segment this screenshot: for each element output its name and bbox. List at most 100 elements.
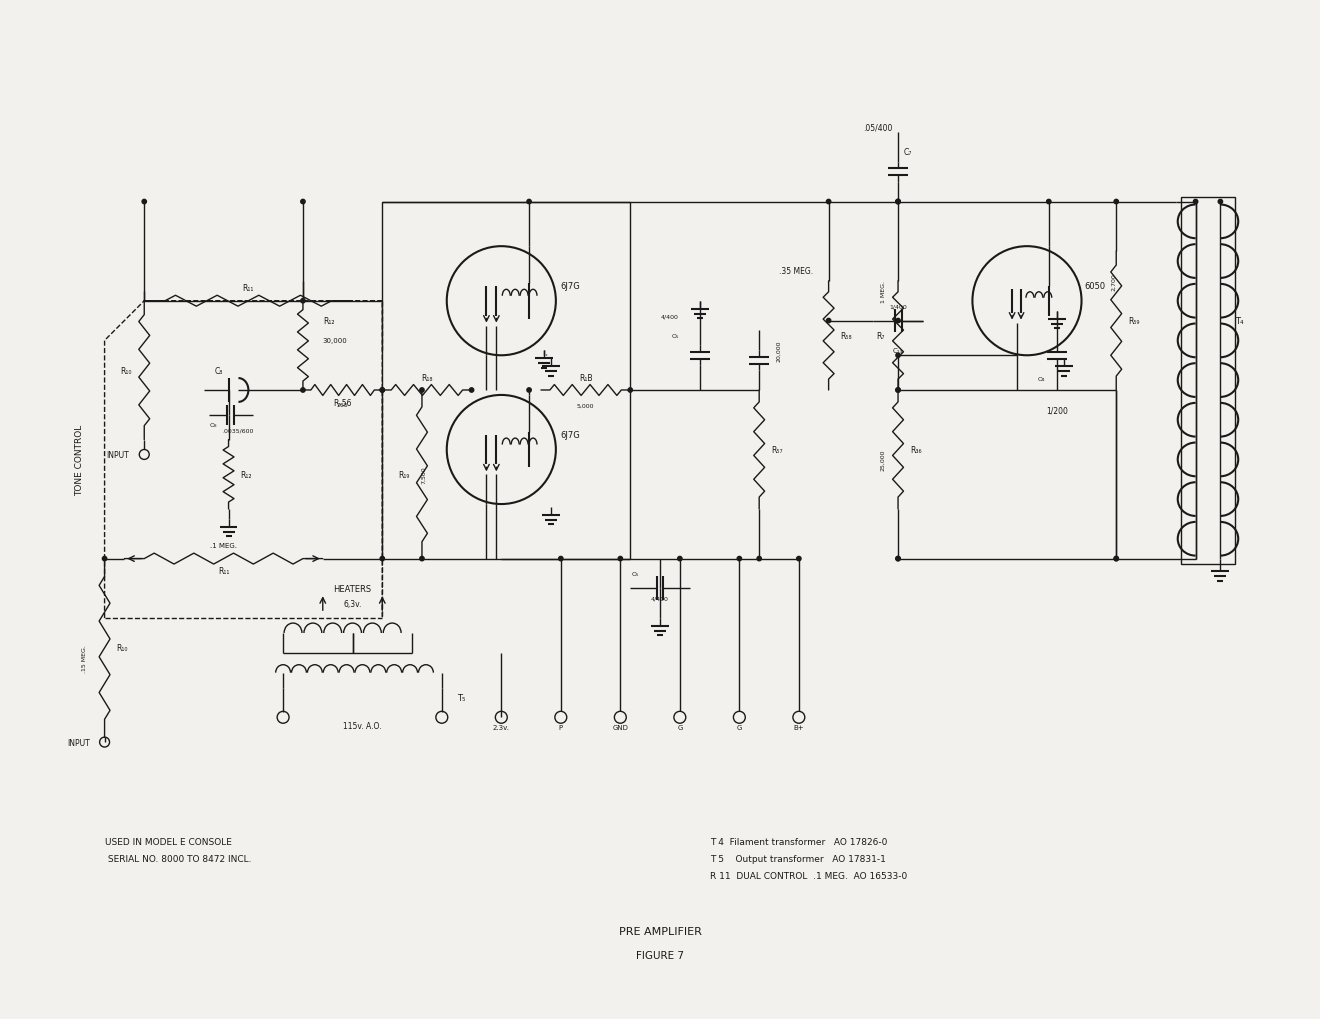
Circle shape <box>470 388 474 392</box>
Circle shape <box>628 388 632 392</box>
Circle shape <box>380 388 384 392</box>
Text: .35 MEG.: .35 MEG. <box>779 267 813 276</box>
Circle shape <box>618 556 623 561</box>
Text: 2,700: 2,700 <box>1110 273 1115 290</box>
Text: 6050: 6050 <box>1085 282 1106 291</box>
Bar <box>383 203 630 559</box>
Circle shape <box>527 388 531 392</box>
Circle shape <box>896 319 900 323</box>
Text: R 11  DUAL CONTROL  .1 MEG.  AO 16533-0: R 11 DUAL CONTROL .1 MEG. AO 16533-0 <box>710 871 907 880</box>
Text: R₅₉: R₅₉ <box>1129 317 1140 326</box>
Text: 2.3v.: 2.3v. <box>492 725 510 731</box>
Circle shape <box>1218 200 1222 205</box>
Text: FIGURE 7: FIGURE 7 <box>636 951 684 960</box>
Text: 6,3v.: 6,3v. <box>343 599 362 608</box>
Text: .1 MEG.: .1 MEG. <box>210 542 238 548</box>
Text: 1/400: 1/400 <box>890 304 907 309</box>
Text: O₅: O₅ <box>671 333 678 338</box>
Text: R₁₀: R₁₀ <box>120 366 132 375</box>
Text: .0035/600: .0035/600 <box>223 428 255 433</box>
Circle shape <box>896 388 900 392</box>
Text: T 5    Output transformer   AO 17831-1: T 5 Output transformer AO 17831-1 <box>710 854 886 863</box>
Text: C₈: C₈ <box>214 366 223 375</box>
Text: 1 MEG.: 1 MEG. <box>880 280 886 303</box>
Circle shape <box>826 319 830 323</box>
Bar <box>1180 198 1236 564</box>
Circle shape <box>420 556 424 561</box>
Circle shape <box>826 200 830 205</box>
Text: GND: GND <box>612 725 628 731</box>
Text: 4/400: 4/400 <box>661 314 678 319</box>
Circle shape <box>1047 200 1051 205</box>
Text: 6J7G: 6J7G <box>561 431 581 439</box>
Circle shape <box>380 556 384 561</box>
Text: R₅₇: R₅₇ <box>771 445 783 454</box>
Text: R₁₂: R₁₂ <box>240 471 252 479</box>
Text: 25,000: 25,000 <box>880 449 886 471</box>
Text: HEATERS: HEATERS <box>334 584 372 593</box>
Text: B+: B+ <box>793 725 804 731</box>
Circle shape <box>1114 200 1118 205</box>
Text: R₁₈: R₁₈ <box>421 373 433 382</box>
Circle shape <box>896 556 900 561</box>
Text: R₇: R₇ <box>876 331 884 340</box>
Text: 6J7G: 6J7G <box>561 282 581 291</box>
Text: TONE CONTROL: TONE CONTROL <box>75 424 84 495</box>
Text: 1/200: 1/200 <box>1045 406 1068 415</box>
Text: T 4  Filament transformer   AO 17826-0: T 4 Filament transformer AO 17826-0 <box>710 837 887 846</box>
Text: R₅₈: R₅₈ <box>841 331 853 340</box>
Text: 30,000: 30,000 <box>323 338 347 344</box>
Text: 5,000: 5,000 <box>577 403 594 408</box>
Text: 115v. A.O.: 115v. A.O. <box>343 721 381 730</box>
Text: C₇: C₇ <box>904 149 912 157</box>
Circle shape <box>896 556 900 561</box>
Circle shape <box>420 388 424 392</box>
Text: R₃₆: R₃₆ <box>909 445 921 454</box>
Circle shape <box>301 300 305 304</box>
Text: 265: 265 <box>337 403 348 408</box>
Text: R₁₁: R₁₁ <box>218 567 230 576</box>
Text: T₄: T₄ <box>1236 317 1243 326</box>
Circle shape <box>896 200 900 205</box>
Text: .15 MEG.: .15 MEG. <box>82 644 87 673</box>
Text: PRE AMPLIFIER: PRE AMPLIFIER <box>619 925 701 935</box>
Text: 7,500: 7,500 <box>421 466 426 484</box>
Circle shape <box>756 556 762 561</box>
Text: G: G <box>677 725 682 731</box>
Text: O₄: O₄ <box>1038 376 1045 381</box>
Circle shape <box>301 200 305 205</box>
Circle shape <box>896 388 900 392</box>
Circle shape <box>527 200 531 205</box>
Text: T₅: T₅ <box>458 693 466 702</box>
Circle shape <box>677 556 682 561</box>
Text: O₅: O₅ <box>631 572 639 577</box>
Text: P: P <box>558 725 562 731</box>
Text: R₁₁: R₁₁ <box>243 284 253 293</box>
Text: O₈: O₈ <box>210 423 218 428</box>
Circle shape <box>737 556 742 561</box>
Circle shape <box>896 354 900 358</box>
Circle shape <box>1114 556 1118 561</box>
Text: INPUT: INPUT <box>67 738 90 747</box>
Circle shape <box>896 200 900 205</box>
Text: R 56: R 56 <box>334 399 351 408</box>
Text: 20,000: 20,000 <box>776 340 781 362</box>
Text: R₁₀: R₁₀ <box>116 644 128 653</box>
Text: C₁₃: C₁₃ <box>892 347 903 354</box>
Circle shape <box>896 200 900 205</box>
Text: R₁₉: R₁₉ <box>399 471 409 479</box>
Circle shape <box>1193 200 1197 205</box>
Text: USED IN MODEL E CONSOLE: USED IN MODEL E CONSOLE <box>104 837 231 846</box>
Circle shape <box>1114 556 1118 561</box>
Circle shape <box>143 200 147 205</box>
Text: .05/400: .05/400 <box>863 123 892 132</box>
Text: R₁₂: R₁₂ <box>323 317 334 326</box>
Circle shape <box>380 388 384 392</box>
Text: G: G <box>737 725 742 731</box>
Text: R₁B: R₁B <box>579 373 593 382</box>
Circle shape <box>558 556 564 561</box>
Text: SERIAL NO. 8000 TO 8472 INCL.: SERIAL NO. 8000 TO 8472 INCL. <box>104 854 251 863</box>
Text: INPUT: INPUT <box>107 450 129 460</box>
Circle shape <box>103 556 107 561</box>
Circle shape <box>797 556 801 561</box>
